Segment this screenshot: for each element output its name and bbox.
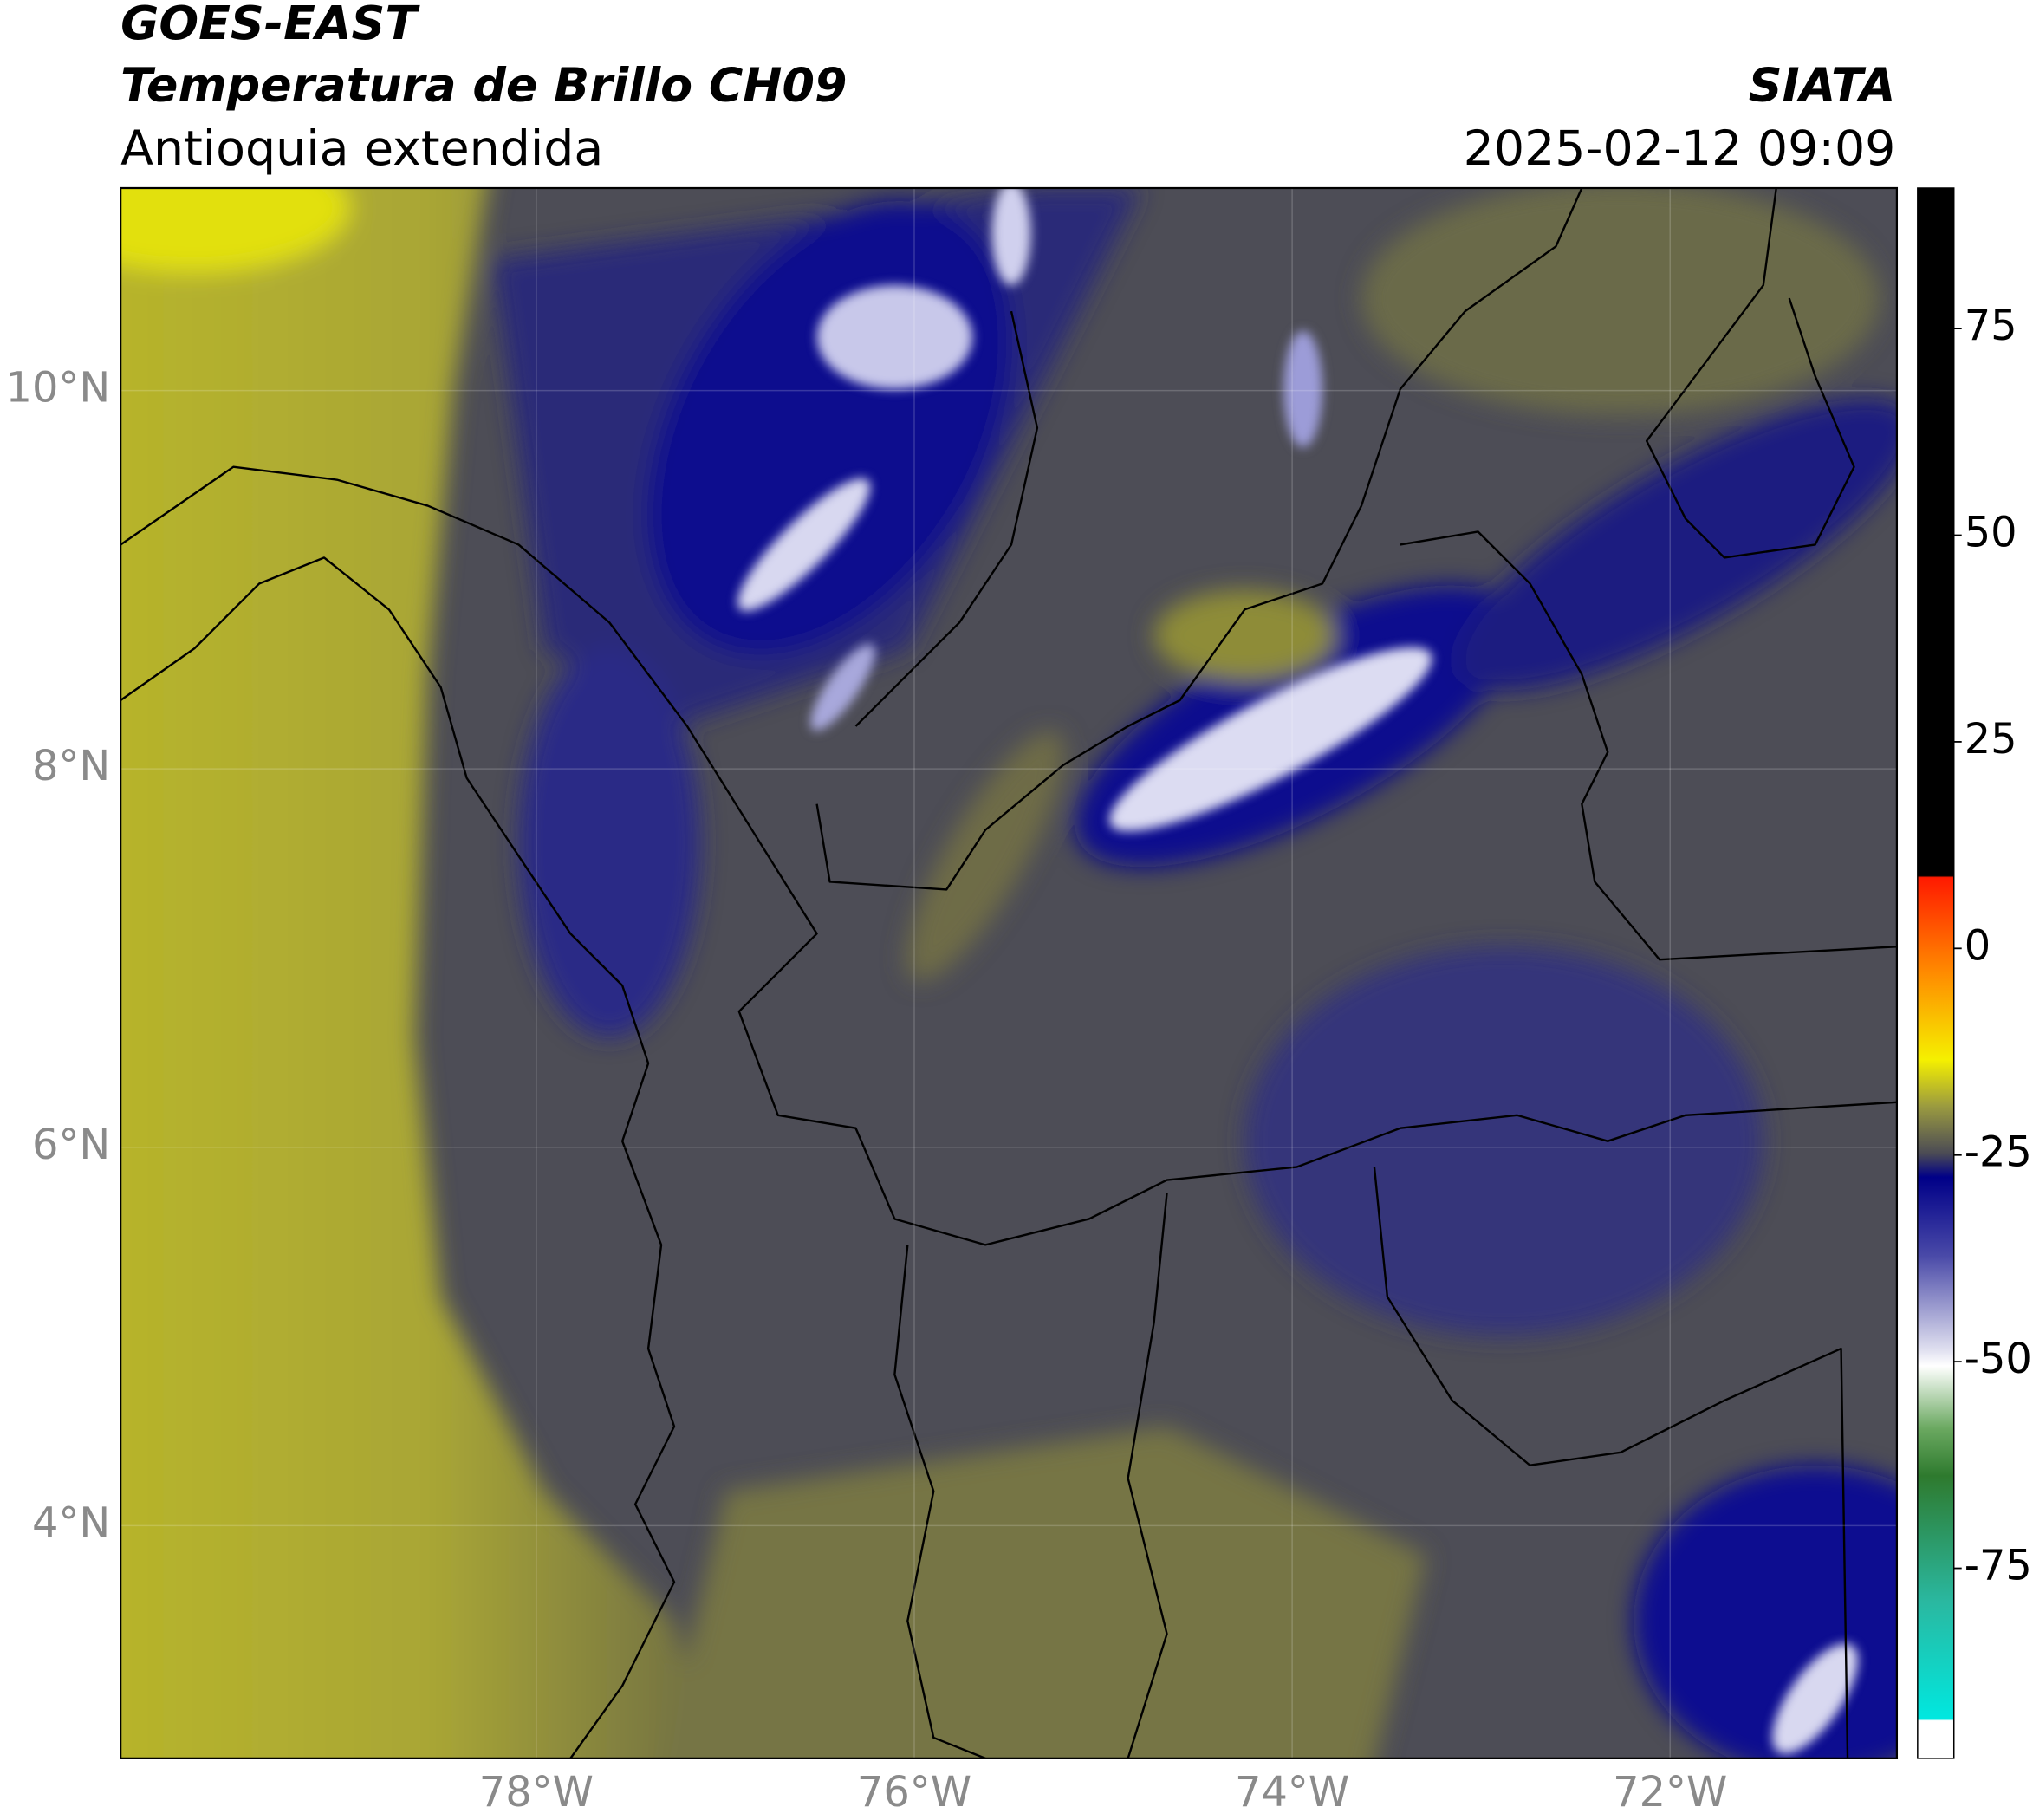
border — [1400, 530, 1897, 961]
cold-top — [810, 643, 875, 731]
x-tick-label: 74°W — [1235, 1769, 1349, 1817]
colorbar — [1917, 187, 1955, 1759]
region: Antioquia extendida — [120, 121, 603, 177]
border — [893, 1245, 986, 1758]
x-tick-label: 76°W — [857, 1769, 971, 1817]
y-tick-label: 6°N — [32, 1121, 110, 1169]
y-tick-label: 10°N — [6, 365, 111, 413]
borders — [120, 188, 1897, 1758]
border — [854, 310, 1039, 727]
subtitle: Temperatura de Brillo CH09 — [120, 58, 847, 113]
map-frame — [120, 186, 1899, 1759]
colorbar-tick-label: 50 — [1965, 510, 2017, 557]
warm-area — [661, 1426, 1426, 1758]
colorbar-tick-label: -75 — [1965, 1543, 2032, 1590]
x-tick-label: 72°W — [1613, 1769, 1727, 1817]
colorbar-tick-label: 0 — [1965, 922, 1991, 970]
cold-top — [1772, 1643, 1859, 1754]
warm-area — [120, 188, 350, 273]
border — [1127, 1193, 1168, 1758]
cold-top — [1109, 647, 1432, 831]
cold-area — [1458, 398, 1897, 692]
cold-top — [1283, 330, 1323, 448]
warm-area — [1153, 589, 1336, 681]
colorbar-tick-label: 25 — [1965, 716, 2017, 764]
x-tick-label: 78°W — [479, 1769, 594, 1817]
cold-top — [737, 478, 871, 611]
source: SIATA — [1749, 58, 1896, 113]
warm-area — [906, 731, 1065, 981]
cold-top — [816, 285, 973, 389]
colorbar-tick-label: -25 — [1965, 1129, 2032, 1177]
datetime: 2025-02-12 09:09 — [1464, 121, 1896, 177]
y-tick-label: 4°N — [32, 1499, 110, 1547]
gridlines — [120, 188, 1897, 1758]
colorbar-tick-label: 75 — [1965, 302, 2017, 350]
border — [1373, 1167, 1849, 1758]
cold-area — [1244, 946, 1763, 1336]
cold-area — [518, 648, 700, 1037]
border — [120, 465, 1897, 1246]
border — [120, 556, 676, 1758]
warm-area — [1361, 188, 1880, 415]
colorbar-tick-label: -50 — [1965, 1336, 2032, 1383]
title: GOES-EAST — [120, 0, 420, 50]
border — [1645, 188, 1855, 559]
cold-top — [991, 188, 1031, 286]
border — [815, 188, 1583, 891]
cold-tops — [737, 188, 1859, 1754]
y-tick-label: 8°N — [32, 743, 110, 790]
map-image — [120, 188, 1897, 1758]
